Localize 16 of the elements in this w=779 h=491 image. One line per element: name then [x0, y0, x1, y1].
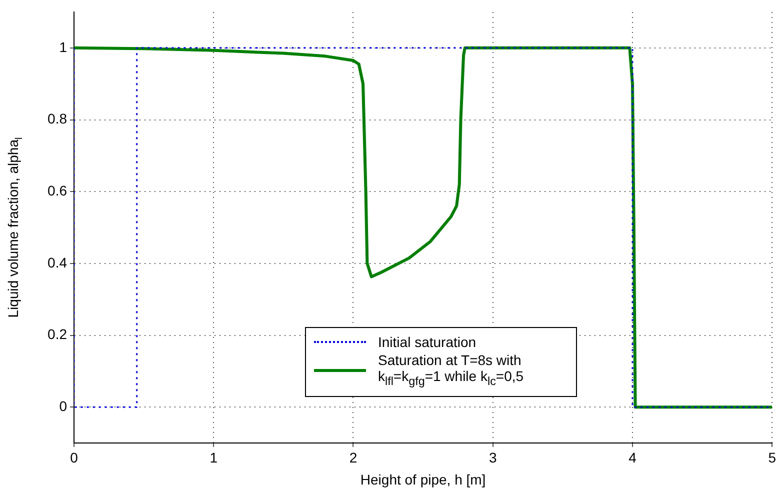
x-tick-label: 4: [628, 449, 637, 466]
x-tick-label: 3: [488, 449, 497, 466]
x-tick-label: 1: [210, 449, 218, 466]
y-tick-label: 1: [59, 38, 68, 55]
y-tick-label: 0: [59, 398, 68, 414]
x-tick-label: 0: [70, 449, 78, 466]
y-tick-label: 0.2: [48, 326, 68, 342]
y-tick-label: 0.6: [48, 182, 68, 198]
legend-label: Initial saturation: [378, 334, 476, 350]
x-tick-label: 5: [768, 449, 776, 466]
y-tick-label: 0.8: [48, 110, 68, 127]
x-tick-label: 2: [349, 449, 358, 466]
x-axis-title: Height of pipe, h [m]: [360, 471, 486, 488]
y-axis-title: Liquid volume fraction, alphal: [4, 137, 25, 318]
y-tick-label: 0.4: [48, 254, 68, 270]
legend-label: Saturation at T=8s with k$_{lfl}$=k$_{gfg}$=1 while k$_{lc}$=0,5: [378, 352, 525, 390]
